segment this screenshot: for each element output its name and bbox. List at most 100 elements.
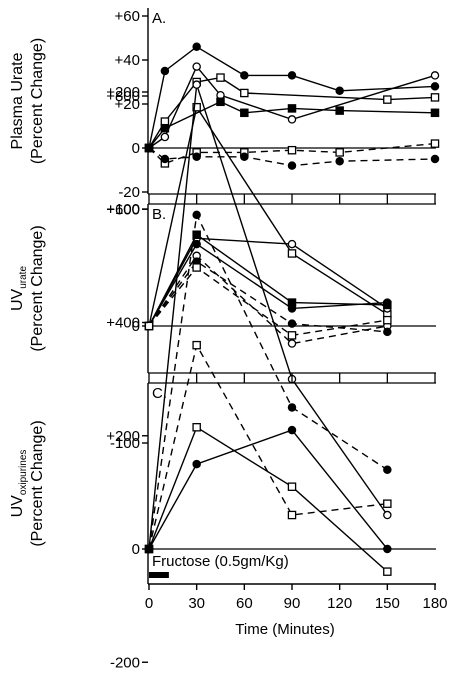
data-point — [430, 154, 440, 164]
data-point — [430, 71, 440, 80]
data-point — [160, 66, 170, 76]
fructose-annotation: Fructose (0.5gm/Kg) — [152, 553, 289, 570]
data-point — [383, 499, 392, 508]
data-point — [287, 403, 297, 412]
y-tick-label: +200 — [106, 84, 140, 101]
x-tick-label: 150 — [375, 595, 400, 612]
x-tick-label: 30 — [188, 595, 205, 612]
data-point — [240, 88, 249, 98]
data-point — [192, 230, 201, 239]
data-point — [287, 104, 297, 113]
y-tick-label: +20 — [115, 96, 140, 113]
series-line — [148, 212, 388, 550]
series-5 — [144, 425, 392, 554]
x-tick-label: 0 — [145, 595, 153, 612]
series-line — [148, 429, 388, 550]
series-line — [148, 254, 388, 345]
y-axis-title: UVurate — [9, 266, 29, 311]
data-point — [192, 62, 201, 71]
series-1 — [144, 102, 392, 331]
y-axis-title-subscript: oxipurines — [18, 450, 29, 496]
data-point — [430, 108, 440, 118]
data-point — [287, 339, 297, 348]
series-3 — [144, 230, 392, 331]
x-tick-label: 180 — [422, 595, 447, 612]
data-point — [383, 327, 392, 337]
fructose-infusion-bar — [149, 572, 169, 578]
data-point — [287, 482, 297, 491]
x-tick-label: 120 — [327, 595, 352, 612]
data-point — [192, 152, 201, 162]
data-point — [287, 249, 297, 258]
data-point — [192, 263, 201, 272]
series-6 — [144, 143, 440, 170]
data-point — [430, 139, 440, 148]
series-line — [148, 84, 388, 550]
y-axis-title-main: UV — [9, 495, 26, 518]
data-point — [287, 71, 297, 80]
data-point — [192, 423, 201, 432]
x-axis: 0 30 60 90 120 150 180 Time (Minutes) — [145, 583, 448, 638]
y-tick-label: +200 — [106, 428, 140, 445]
y-tick-label: 0 — [132, 318, 140, 335]
panel-label: C. — [152, 385, 167, 402]
separator-bc — [148, 372, 436, 384]
y-tick-label: +600 — [106, 201, 140, 218]
series-7 — [144, 263, 392, 340]
y-tick-label: 0 — [132, 140, 140, 157]
panel-label: B. — [152, 206, 166, 223]
data-point — [216, 97, 225, 107]
series-5 — [144, 251, 392, 348]
data-point — [335, 106, 344, 115]
y-axis-title-main: UV — [9, 288, 26, 311]
data-point — [383, 95, 392, 104]
data-point — [335, 86, 344, 96]
series-1 — [144, 42, 440, 153]
data-point — [383, 298, 392, 307]
data-point — [192, 459, 201, 469]
data-point — [240, 108, 249, 118]
y-axis-title: Plasma Urate — [9, 52, 26, 149]
series-line — [148, 343, 388, 550]
series-2 — [144, 233, 392, 331]
data-point — [287, 239, 297, 249]
data-point — [287, 304, 297, 313]
data-point — [192, 80, 201, 89]
series-line — [148, 243, 388, 327]
y-axis-title-line2: (Percent Change) — [29, 225, 46, 351]
data-point — [144, 544, 154, 554]
separator-ab — [148, 193, 436, 205]
data-point — [192, 210, 201, 220]
y-axis-title-line2: (Percent Change) — [29, 38, 46, 164]
panel-label: A. — [152, 10, 166, 27]
data-point — [192, 340, 201, 350]
data-point — [335, 148, 344, 157]
data-point — [240, 152, 249, 162]
data-point — [287, 115, 297, 124]
x-axis-title: Time (Minutes) — [235, 621, 334, 638]
data-point — [240, 71, 249, 80]
data-point — [383, 315, 392, 325]
data-point — [287, 510, 297, 520]
data-point — [160, 154, 170, 164]
data-point — [287, 145, 297, 155]
y-tick-label: 0 — [132, 541, 140, 558]
data-point — [383, 465, 392, 474]
data-point — [144, 321, 154, 331]
y-tick-label: -20 — [118, 184, 140, 201]
data-point — [383, 544, 392, 554]
data-point — [216, 73, 225, 82]
data-point — [287, 161, 297, 170]
series-line — [148, 426, 388, 573]
y-axis-title-subscript: urate — [18, 266, 29, 289]
data-point — [383, 510, 392, 520]
data-point — [160, 123, 170, 133]
y-tick-label: +60 — [115, 8, 140, 25]
data-point — [287, 331, 297, 340]
series-line — [148, 233, 388, 327]
data-point — [144, 143, 154, 153]
data-point — [335, 156, 344, 166]
data-point — [287, 319, 297, 328]
data-point — [430, 93, 440, 102]
series-line — [148, 237, 388, 327]
